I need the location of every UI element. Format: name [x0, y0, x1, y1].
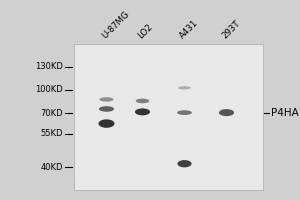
Ellipse shape [99, 106, 114, 112]
Text: 130KD: 130KD [35, 62, 63, 71]
Text: 293T: 293T [220, 18, 242, 40]
Ellipse shape [177, 110, 192, 115]
Text: 55KD: 55KD [40, 129, 63, 138]
Ellipse shape [219, 109, 234, 116]
FancyBboxPatch shape [74, 44, 262, 190]
Ellipse shape [177, 160, 192, 167]
Ellipse shape [136, 99, 149, 103]
Text: A431: A431 [178, 18, 200, 40]
Text: P4HA1: P4HA1 [271, 108, 300, 118]
Text: U-87MG: U-87MG [100, 9, 131, 40]
Text: LO2: LO2 [136, 22, 154, 40]
Ellipse shape [178, 86, 191, 89]
Text: 70KD: 70KD [40, 109, 63, 118]
Text: 100KD: 100KD [35, 85, 63, 94]
Text: 40KD: 40KD [40, 163, 63, 172]
Ellipse shape [98, 119, 115, 128]
Ellipse shape [99, 97, 114, 102]
Ellipse shape [135, 108, 150, 115]
